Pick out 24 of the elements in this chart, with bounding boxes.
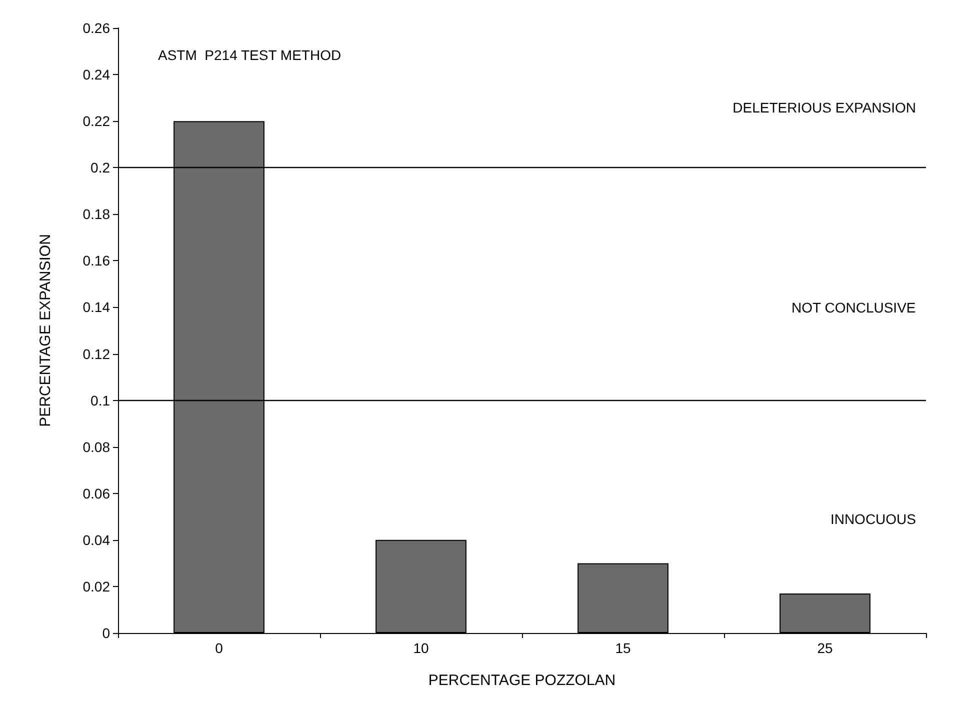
y-axis-title: PERCENTAGE EXPANSION bbox=[37, 234, 54, 427]
y-tick-label: 0.16 bbox=[82, 252, 110, 269]
y-tick-label: 0.14 bbox=[82, 299, 110, 316]
annotation: INNOCUOUS bbox=[830, 511, 916, 527]
y-tick-label: 0.02 bbox=[82, 578, 110, 594]
y-tick-label: 0.1 bbox=[90, 392, 110, 408]
y-tick-label: 0.04 bbox=[82, 532, 110, 548]
annotation: NOT CONCLUSIVE bbox=[792, 299, 916, 316]
y-tick-label: 0.18 bbox=[82, 206, 110, 222]
annotation: ASTM P214 TEST METHOD bbox=[158, 47, 342, 63]
y-tick-label: 0.22 bbox=[82, 113, 110, 130]
y-tick-label: 0.06 bbox=[82, 485, 110, 502]
x-tick-label: 10 bbox=[413, 640, 429, 656]
x-tick-label: 25 bbox=[817, 640, 833, 656]
annotation: DELETERIOUS EXPANSION bbox=[732, 100, 916, 116]
y-tick-label: 0.2 bbox=[90, 160, 110, 176]
x-tick-label: 0 bbox=[215, 640, 224, 656]
y-tick-label: 0.12 bbox=[82, 346, 110, 362]
x-axis-title: PERCENTAGE POZZOLAN bbox=[428, 672, 616, 689]
y-tick-label: 0 bbox=[102, 625, 110, 641]
y-tick-label: 0.24 bbox=[82, 66, 110, 83]
x-tick-label: 15 bbox=[615, 640, 631, 656]
y-tick-label: 0.26 bbox=[82, 20, 110, 36]
y-tick-label: 0.08 bbox=[82, 438, 110, 455]
